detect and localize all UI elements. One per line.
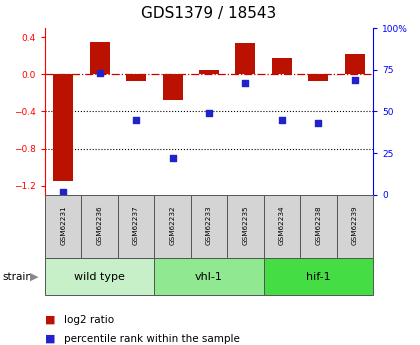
Bar bbox=[264, 258, 373, 295]
Bar bbox=[45, 195, 81, 258]
Text: GSM62235: GSM62235 bbox=[242, 205, 249, 245]
Text: ▶: ▶ bbox=[30, 272, 39, 282]
Bar bbox=[236, 43, 255, 75]
Point bbox=[96, 70, 103, 76]
Text: GSM62232: GSM62232 bbox=[170, 205, 176, 245]
Bar bbox=[118, 195, 154, 258]
Bar bbox=[345, 54, 365, 75]
Point bbox=[352, 77, 358, 82]
Bar bbox=[264, 195, 300, 258]
Bar bbox=[154, 258, 264, 295]
Text: vhl-1: vhl-1 bbox=[195, 272, 223, 282]
Text: hif-1: hif-1 bbox=[306, 272, 331, 282]
Bar bbox=[227, 195, 264, 258]
Text: GSM62236: GSM62236 bbox=[97, 205, 102, 245]
Bar bbox=[191, 195, 227, 258]
Point bbox=[133, 117, 139, 122]
Text: percentile rank within the sample: percentile rank within the sample bbox=[64, 334, 240, 344]
Text: GSM62238: GSM62238 bbox=[315, 205, 321, 245]
Bar bbox=[126, 75, 146, 81]
Text: GSM62231: GSM62231 bbox=[60, 205, 66, 245]
Bar bbox=[45, 258, 154, 295]
Text: ■: ■ bbox=[45, 334, 55, 344]
Bar bbox=[163, 75, 183, 100]
Text: GSM62239: GSM62239 bbox=[352, 205, 358, 245]
Bar bbox=[81, 195, 118, 258]
Bar bbox=[308, 75, 328, 81]
Text: ■: ■ bbox=[45, 315, 55, 325]
Bar bbox=[154, 195, 191, 258]
Bar bbox=[199, 70, 219, 75]
Text: GDS1379 / 18543: GDS1379 / 18543 bbox=[142, 6, 277, 21]
Point bbox=[169, 156, 176, 161]
Point bbox=[242, 80, 249, 86]
Bar bbox=[300, 195, 336, 258]
Bar bbox=[272, 58, 292, 75]
Bar bbox=[336, 195, 373, 258]
Text: GSM62234: GSM62234 bbox=[279, 205, 285, 245]
Text: GSM62233: GSM62233 bbox=[206, 205, 212, 245]
Text: wild type: wild type bbox=[74, 272, 125, 282]
Bar bbox=[53, 75, 73, 181]
Point bbox=[278, 117, 285, 122]
Point bbox=[315, 120, 322, 126]
Text: GSM62237: GSM62237 bbox=[133, 205, 139, 245]
Text: strain: strain bbox=[2, 272, 32, 282]
Point bbox=[206, 110, 213, 116]
Text: log2 ratio: log2 ratio bbox=[64, 315, 114, 325]
Point bbox=[60, 189, 67, 195]
Bar bbox=[89, 42, 110, 75]
